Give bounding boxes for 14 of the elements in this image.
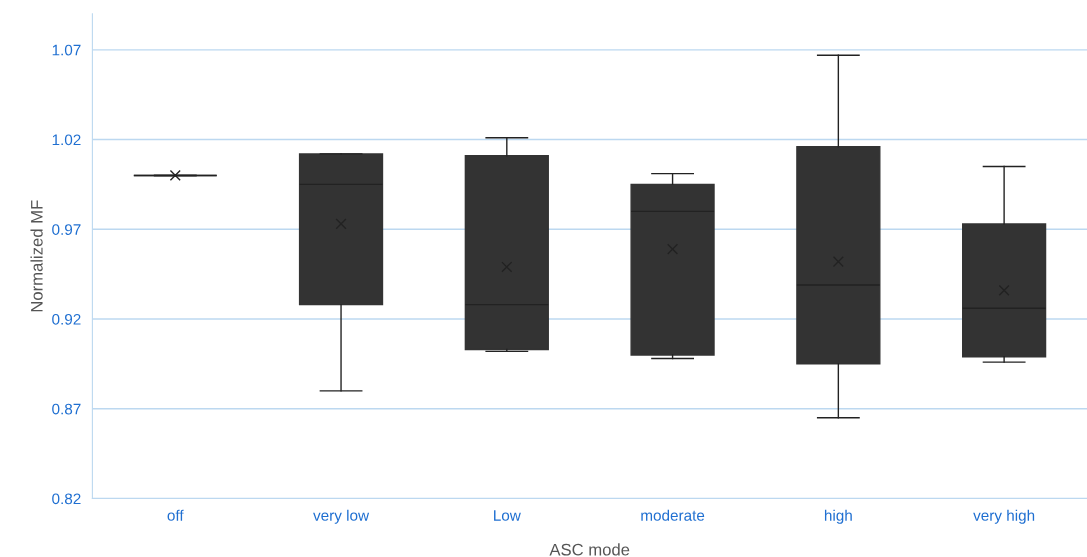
y-axis-title: Normalized MF	[30, 200, 43, 312]
y-tick-label: 1.07	[52, 44, 81, 56]
x-tick-label: high	[824, 509, 852, 524]
y-tick-label: 0.87	[52, 403, 81, 415]
y-tick-label: 0.82	[52, 493, 81, 505]
y-tick-label: 0.92	[52, 313, 81, 325]
x-tick-label: off	[167, 509, 184, 521]
y-tick-label: 0.97	[52, 224, 81, 235]
x-tick-label: moderate	[641, 509, 705, 521]
x-axis-title: ASC mode	[549, 543, 630, 556]
x-tick-label: very high	[973, 509, 1035, 524]
x-tick-label: very low	[313, 509, 370, 524]
y-tick-label: 1.02	[52, 134, 81, 146]
x-tick-label: Low	[494, 510, 521, 521]
